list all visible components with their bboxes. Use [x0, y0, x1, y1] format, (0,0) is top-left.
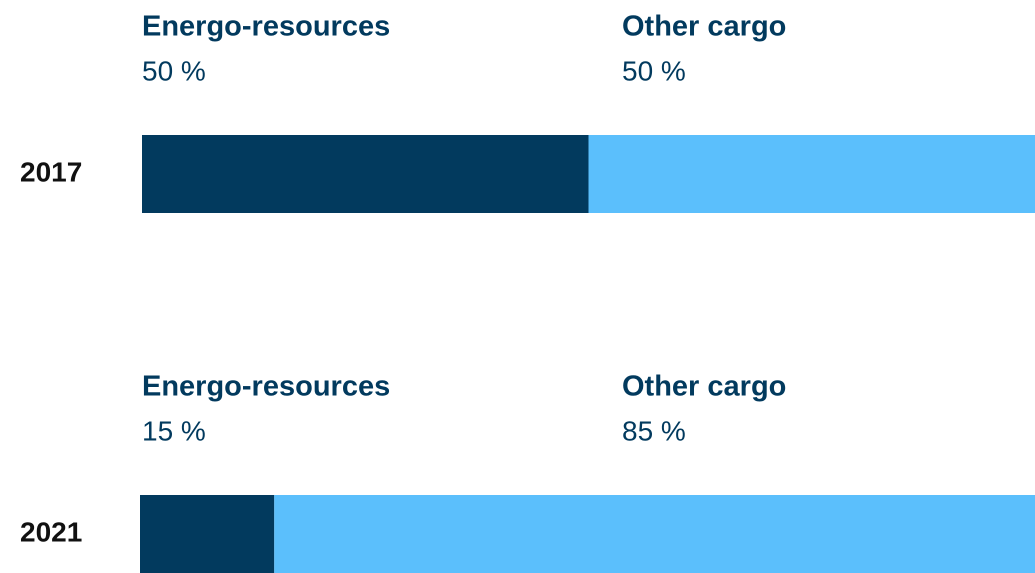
category-label: 2017	[20, 156, 82, 187]
bar-segment	[588, 135, 1035, 213]
legend-label: Energo-resources	[142, 371, 390, 403]
bar-segment	[142, 135, 589, 213]
category-label: 2021	[20, 516, 82, 547]
value-label: 15 %	[142, 415, 206, 446]
legend-label: Other cargo	[622, 11, 786, 43]
value-label: 50 %	[622, 55, 686, 86]
value-label: 85 %	[622, 415, 686, 446]
legend-label: Other cargo	[622, 371, 786, 403]
value-label: 50 %	[142, 55, 206, 86]
legend-label: Energo-resources	[142, 11, 390, 43]
bar-segment	[274, 495, 1035, 573]
bar-segment	[140, 495, 275, 573]
